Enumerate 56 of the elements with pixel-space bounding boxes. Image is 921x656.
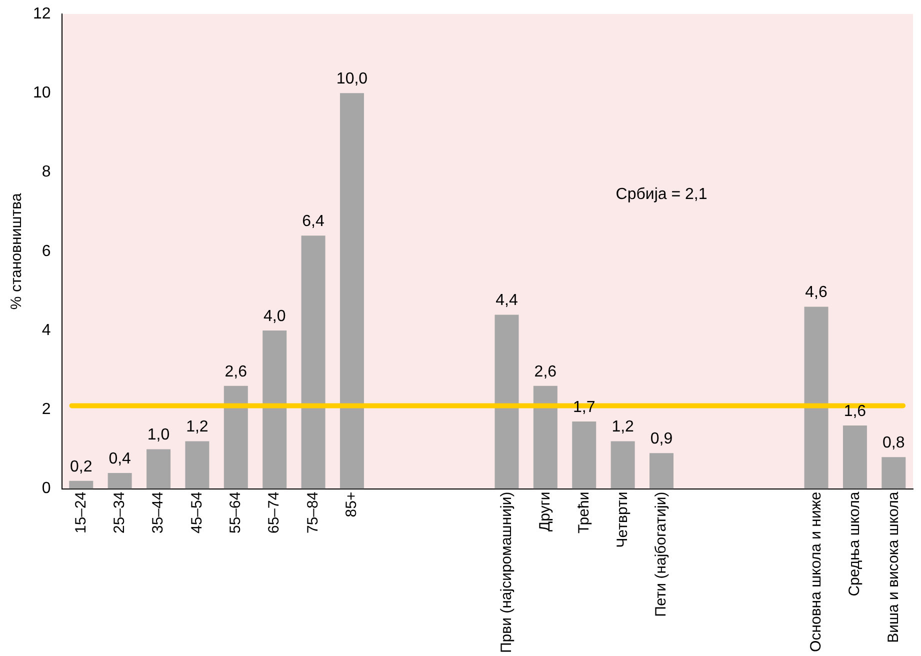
data-label: 0,8 — [882, 434, 905, 452]
x-tick-label: Трећи — [575, 492, 592, 534]
data-label: 4,4 — [496, 292, 518, 310]
bar — [146, 449, 171, 489]
y-tick-label: 4 — [42, 322, 51, 339]
y-tick-label: 12 — [33, 5, 51, 22]
data-label: 4,6 — [805, 284, 828, 302]
data-label: 2,6 — [224, 363, 248, 380]
bar — [533, 386, 558, 489]
bar — [804, 306, 828, 489]
bar — [224, 386, 248, 489]
x-tick-label: Четврти — [614, 492, 631, 548]
x-tick-label: Виша и висока школа — [884, 491, 902, 643]
data-label: 1,0 — [147, 426, 170, 444]
bar — [108, 472, 132, 489]
x-tick-label: 35–44 — [150, 492, 167, 534]
y-tick-label: 10 — [33, 84, 51, 102]
data-label: 0,4 — [108, 450, 132, 468]
data-label: 4,0 — [263, 308, 286, 325]
data-label: 1,6 — [844, 402, 866, 420]
x-tick-label: Други — [536, 492, 554, 532]
bar — [572, 422, 596, 489]
bar — [185, 441, 210, 489]
data-label: 2,6 — [534, 363, 557, 380]
x-tick-label: Основна школа и ниже — [807, 492, 824, 652]
bar — [301, 236, 326, 489]
y-tick-label: 6 — [42, 242, 51, 260]
data-label: 10,0 — [336, 70, 368, 88]
x-tick-label: 25–34 — [110, 492, 128, 534]
x-tick-label: Први (најсиромашнији) — [498, 492, 515, 654]
x-tick-label: 15–24 — [72, 492, 90, 534]
bar — [610, 441, 635, 489]
bar — [494, 314, 519, 489]
data-label: 0,9 — [650, 430, 673, 448]
data-label: 1,2 — [186, 418, 208, 436]
bar — [262, 330, 287, 489]
x-tick-label: 75–84 — [304, 492, 322, 534]
data-label: 1,2 — [612, 418, 634, 436]
y-tick-label: 8 — [42, 164, 51, 181]
bar — [340, 93, 364, 489]
y-tick-label: 2 — [42, 401, 51, 418]
y-tick-label: 0 — [42, 480, 51, 498]
x-tick-label: Пети (најбогатији) — [652, 492, 670, 617]
annotation: Србија = 2,1 — [616, 186, 708, 203]
bar — [842, 425, 867, 489]
bar — [69, 480, 94, 489]
x-tick-label: 85+ — [343, 492, 360, 518]
x-tick-label: Средња школа — [846, 491, 864, 596]
x-tick-label: 65–74 — [266, 492, 283, 534]
data-label: 6,4 — [302, 212, 325, 230]
bar — [882, 457, 906, 489]
bar — [650, 453, 674, 489]
x-tick-label: 45–54 — [188, 492, 206, 534]
data-label: 0,2 — [70, 458, 92, 476]
x-tick-label: 55–64 — [227, 492, 244, 534]
y-axis-title: % становништва — [8, 192, 26, 310]
